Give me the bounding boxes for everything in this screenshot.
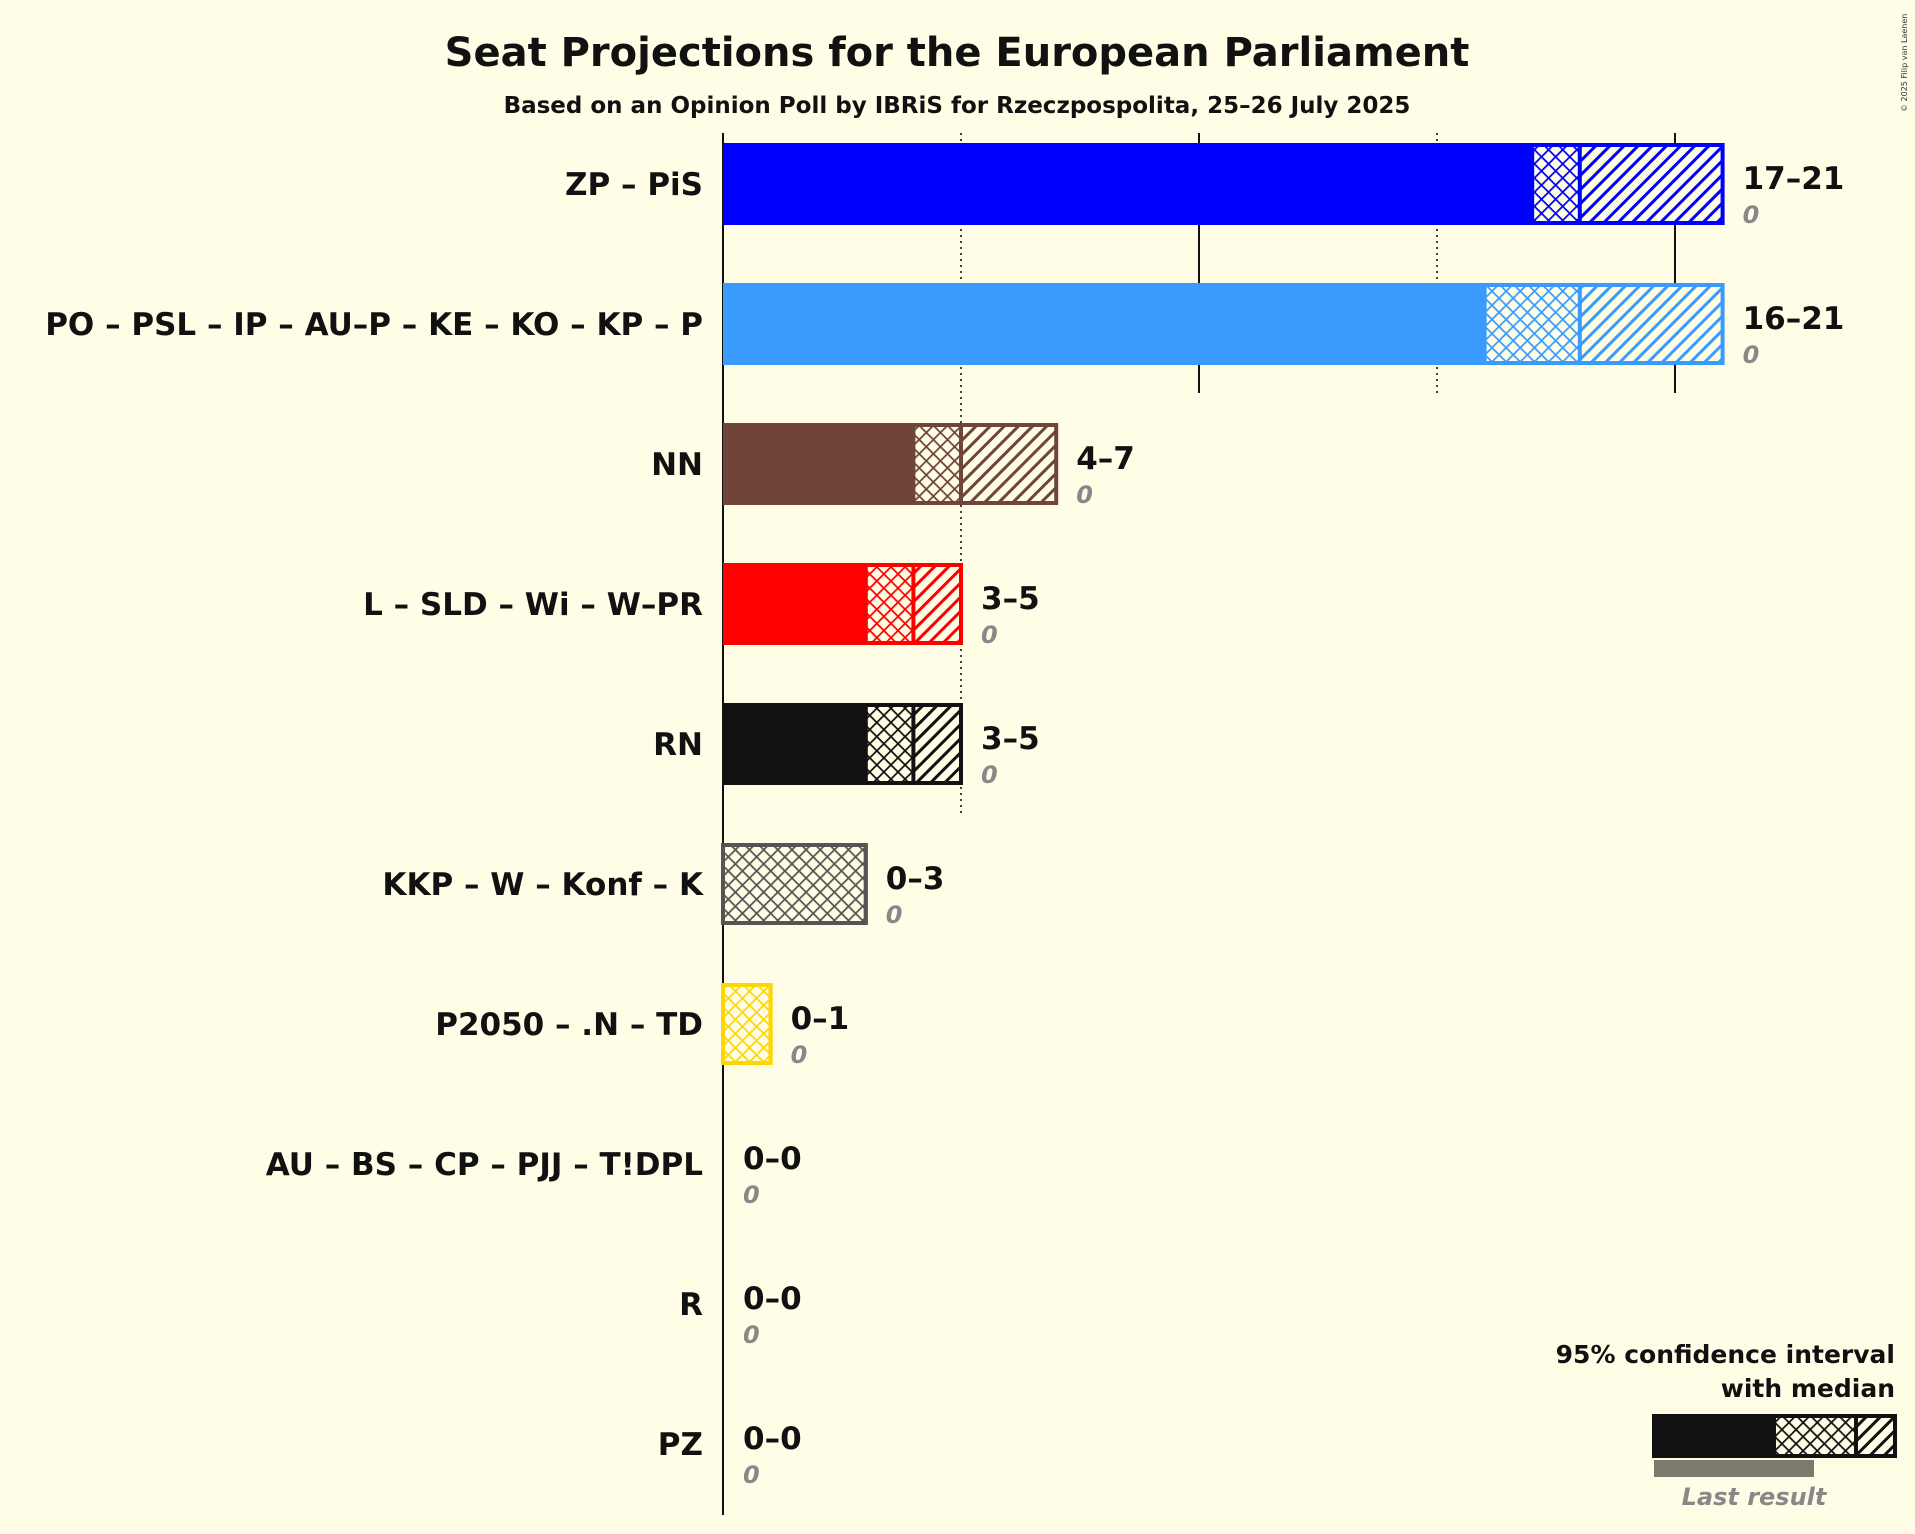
bar-ci-lower <box>913 423 961 505</box>
bar-ci-upper <box>1579 143 1723 225</box>
range-label: 0–1 <box>791 1001 850 1037</box>
bar-solid <box>723 563 866 645</box>
legend-line-2: with median <box>1721 1374 1895 1403</box>
range-label: 16–21 <box>1743 301 1845 337</box>
bar-ci-lower <box>865 703 914 785</box>
range-label: 0–0 <box>743 1421 802 1457</box>
range-label: 17–21 <box>1743 161 1845 197</box>
party-row: PZ 0–0 0 <box>658 1421 802 1489</box>
party-label: PZ <box>658 1427 703 1463</box>
party-row: R 0–0 0 <box>679 1281 802 1349</box>
last-result-label: 0 <box>1076 481 1093 509</box>
bar-ci-upper <box>913 563 961 645</box>
legend-last-result-label: Last result <box>1682 1483 1828 1511</box>
party-row: ZP – PiS 17–21 0 <box>565 143 1844 229</box>
last-result-label: 0 <box>743 1181 760 1209</box>
last-result-label: 0 <box>981 621 998 649</box>
chart-subtitle: Based on an Opinion Poll by IBRiS for Rz… <box>504 93 1411 119</box>
range-label: 0–0 <box>743 1141 802 1177</box>
legend-ci-lower-swatch <box>1774 1414 1856 1458</box>
party-row: KKP – W – Konf – K 0–3 0 <box>382 843 944 929</box>
party-row: NN 4–7 0 <box>651 423 1135 509</box>
bar-ci-lower <box>1532 143 1580 225</box>
party-row: P2050 – .N – TD 0–1 0 <box>435 983 849 1069</box>
party-label: NN <box>651 447 703 483</box>
bar-ci-upper <box>913 703 961 785</box>
last-result-label: 0 <box>743 1461 760 1489</box>
party-row: PO – PSL – IP – AU–P – KE – KO – KP – P 1… <box>45 283 1844 369</box>
last-result-label: 0 <box>981 761 998 789</box>
party-label: RN <box>653 727 703 763</box>
bar-ci-outline <box>911 423 1059 505</box>
party-label: PO – PSL – IP – AU–P – KE – KO – KP – P <box>45 307 703 343</box>
party-label: P2050 – .N – TD <box>435 1007 703 1043</box>
bar-solid <box>723 143 1533 225</box>
legend-ci-upper-swatch <box>1856 1414 1895 1458</box>
last-result-label: 0 <box>743 1321 760 1349</box>
range-label: 0–3 <box>886 861 945 897</box>
bar-ci-lower <box>1484 283 1580 365</box>
party-row: RN 3–5 0 <box>653 703 1040 789</box>
last-result-label: 0 <box>886 901 903 929</box>
range-label: 3–5 <box>981 721 1040 757</box>
bar-solid <box>723 283 1485 365</box>
bar-ci-lower <box>723 843 866 925</box>
last-result-label: 0 <box>1743 341 1760 369</box>
bar-ci-upper <box>1579 283 1723 365</box>
legend: 95% confidence interval with median Last… <box>1556 1340 1897 1511</box>
bar-solid <box>723 703 866 785</box>
legend-ci-outline <box>1772 1414 1897 1458</box>
bar-ci-upper <box>961 423 1057 505</box>
bar-ci-lower <box>723 983 771 1065</box>
party-label: ZP – PiS <box>565 167 703 203</box>
party-row: AU – BS – CP – PJJ – T!DPL 0–0 0 <box>266 1141 802 1209</box>
bar-ci-outline <box>1530 143 1725 225</box>
range-label: 3–5 <box>981 581 1040 617</box>
party-label: KKP – W – Konf – K <box>382 867 704 903</box>
last-result-label: 0 <box>1743 201 1760 229</box>
chart-title: Seat Projections for the European Parlia… <box>445 30 1470 76</box>
bar-solid <box>723 423 914 505</box>
legend-solid-swatch <box>1652 1414 1774 1458</box>
bar-ci-lower <box>865 563 914 645</box>
legend-line-1: 95% confidence interval <box>1556 1340 1895 1369</box>
copyright-notice: © 2025 Filip van Laenen <box>1900 14 1909 112</box>
range-label: 0–0 <box>743 1281 802 1317</box>
party-label: AU – BS – CP – PJJ – T!DPL <box>266 1147 703 1183</box>
party-label: L – SLD – Wi – W–PR <box>363 587 703 623</box>
last-result-label: 0 <box>791 1041 808 1069</box>
bar-ci-outline <box>1482 283 1725 365</box>
legend-last-result-bar <box>1654 1460 1814 1477</box>
party-row: L – SLD – Wi – W–PR 3–5 0 <box>363 563 1040 649</box>
range-label: 4–7 <box>1076 441 1135 477</box>
party-label: R <box>679 1287 703 1323</box>
